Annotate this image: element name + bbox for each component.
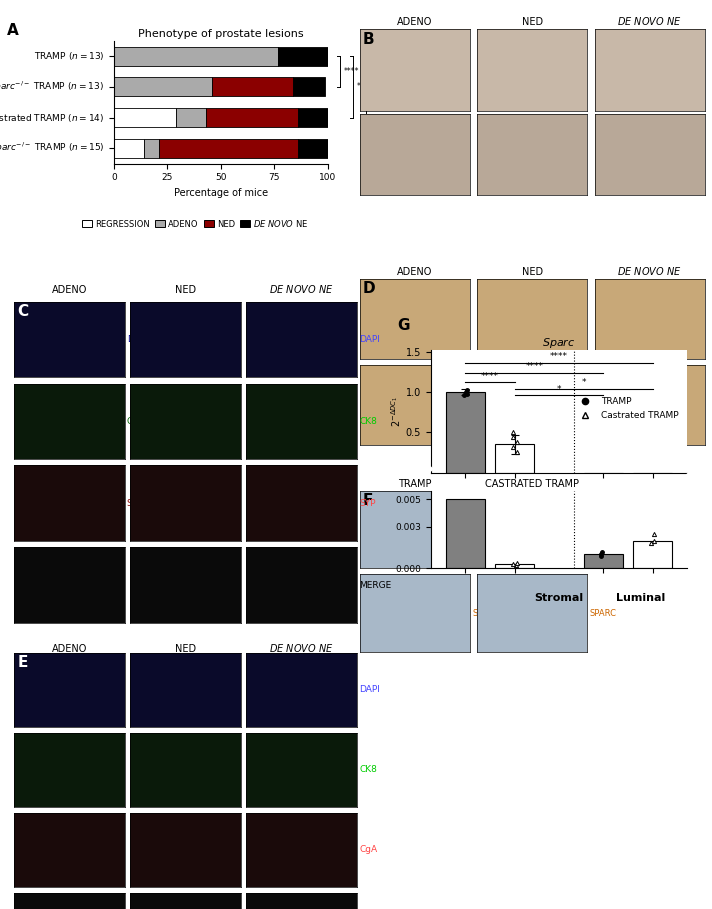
Bar: [212, 77, 293, 96]
Text: NED: NED: [522, 17, 543, 27]
Text: Luminal: Luminal: [617, 593, 666, 603]
Legend: TRAMP, Castrated TRAMP: TRAMP, Castrated TRAMP: [572, 394, 683, 424]
Bar: [446, 392, 485, 473]
Bar: [298, 139, 328, 158]
Text: ****: ****: [525, 362, 543, 371]
Y-axis label: $2^{-\Delta DC_1}$: $2^{-\Delta DC_1}$: [389, 395, 403, 427]
Text: DAPI: DAPI: [360, 335, 380, 345]
Text: ****: ****: [550, 353, 568, 362]
Bar: [206, 108, 298, 127]
Text: SPARC: SPARC: [590, 525, 617, 534]
Text: F: F: [363, 494, 373, 508]
Text: CgA: CgA: [360, 845, 377, 854]
Text: *: *: [382, 128, 386, 137]
Text: *: *: [557, 385, 561, 394]
Text: DAPI: DAPI: [127, 335, 147, 344]
Text: SYP: SYP: [360, 499, 376, 508]
Text: Stromal: Stromal: [535, 593, 583, 603]
Legend: REGRESSION, ADENO, NED, $DE$ $NOVO$ NE: REGRESSION, ADENO, NED, $DE$ $NOVO$ NE: [78, 215, 312, 232]
X-axis label: Percentage of mice: Percentage of mice: [174, 188, 268, 198]
Bar: [298, 108, 328, 127]
Text: SYP: SYP: [127, 499, 143, 507]
Bar: [633, 541, 672, 568]
Title: $Sparc$: $Sparc$: [542, 335, 576, 350]
Text: E: E: [18, 654, 28, 670]
Text: SPARC: SPARC: [472, 525, 499, 534]
Bar: [114, 77, 212, 96]
Bar: [446, 499, 485, 568]
Text: CK8: CK8: [360, 417, 377, 426]
Text: SPARC: SPARC: [590, 609, 617, 617]
Text: CK8: CK8: [127, 417, 145, 425]
Text: ****: ****: [343, 67, 359, 76]
Text: C: C: [18, 304, 28, 319]
Text: SPARC: SPARC: [472, 609, 499, 617]
Title: Phenotype of prostate lesions: Phenotype of prostate lesions: [138, 29, 303, 39]
Text: DAPI: DAPI: [360, 685, 380, 694]
Text: NED: NED: [522, 267, 543, 277]
Text: B: B: [363, 32, 375, 46]
Text: ****: ****: [369, 98, 384, 106]
Text: NED: NED: [175, 644, 196, 654]
Text: ****: ****: [356, 83, 372, 92]
Bar: [114, 139, 144, 158]
Text: ADENO: ADENO: [397, 17, 432, 27]
Text: ADENO: ADENO: [397, 267, 432, 277]
Text: *: *: [581, 378, 586, 387]
Bar: [495, 445, 534, 473]
Text: $DE$ $NOVO$ NE: $DE$ $NOVO$ NE: [617, 265, 682, 277]
Text: A: A: [7, 23, 19, 38]
Bar: [278, 46, 328, 65]
Text: ADENO: ADENO: [52, 644, 87, 654]
Bar: [176, 108, 206, 127]
Text: ADENO: ADENO: [52, 285, 87, 295]
Bar: [114, 108, 176, 127]
Bar: [584, 554, 623, 568]
Text: NED: NED: [175, 285, 196, 295]
Text: G: G: [397, 318, 410, 334]
Text: $DE$ $NOVO$ NE: $DE$ $NOVO$ NE: [617, 15, 682, 27]
Bar: [144, 139, 159, 158]
Text: ****: ****: [481, 372, 499, 381]
Text: CK8: CK8: [360, 765, 377, 774]
Text: TRAMP: TRAMP: [398, 479, 431, 489]
Bar: [293, 77, 325, 96]
Bar: [495, 564, 534, 568]
Text: $DE$ $NOVO$ NE: $DE$ $NOVO$ NE: [269, 643, 334, 654]
Text: CASTRATED TRAMP: CASTRATED TRAMP: [485, 479, 580, 489]
Text: MERGE: MERGE: [360, 581, 392, 590]
Bar: [159, 139, 298, 158]
Bar: [114, 46, 278, 65]
Text: D: D: [363, 282, 375, 296]
Text: $DE$ $NOVO$ NE: $DE$ $NOVO$ NE: [269, 284, 334, 295]
